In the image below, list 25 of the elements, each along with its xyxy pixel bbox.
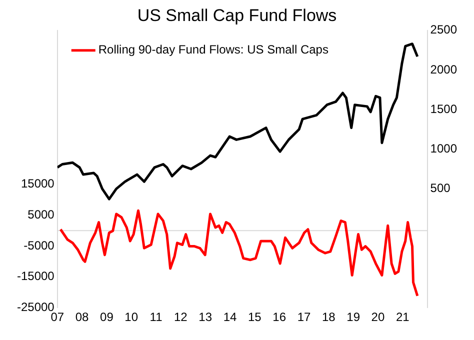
x-tick-label: 17 [297,310,311,324]
y2-tick-label: 1500 [430,102,458,116]
y-tick-label: 15000 [20,176,55,191]
y2-tick-label: 2000 [430,62,458,76]
y2-tick-label: 1000 [430,142,458,156]
x-tick-label: 16 [272,310,286,324]
x-tick-label: 11 [150,310,163,324]
x-tick-label: 13 [198,310,212,324]
y-tick-label: -15000 [16,269,55,284]
x-tick-label: 10 [124,310,138,324]
y2-tick-label: 500 [430,181,451,196]
x-tick-label: 14 [223,310,237,324]
y2-tick-label: 2500 [430,22,458,37]
y-tick-label: 5000 [28,208,55,222]
x-tick-label: 15 [248,310,262,324]
x-tick-label: 12 [174,310,188,324]
legend-label: Rolling 90-day Fund Flows: US Small Caps [98,42,328,57]
chart-title: US Small Cap Fund Flows [137,6,337,25]
x-tick-label: 21 [396,310,410,324]
x-tick-label: 20 [371,310,385,324]
x-tick-label: 18 [322,310,336,324]
x-tick-label: 09 [100,310,114,324]
x-tick-label: 08 [75,310,90,324]
y-tick-label: -5000 [24,238,55,252]
x-tick-label: 19 [346,310,360,324]
